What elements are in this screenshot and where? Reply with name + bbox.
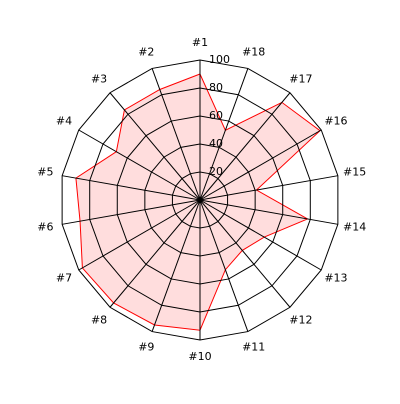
spoke <box>62 175 201 201</box>
spoke <box>78 199 201 271</box>
spoke <box>199 129 322 201</box>
spoke <box>199 175 338 201</box>
category-label: #17 <box>289 73 312 86</box>
category-label: #5 <box>37 166 53 179</box>
spoke <box>199 199 291 308</box>
category-label: #8 <box>91 313 107 326</box>
category-label: #3 <box>91 73 107 86</box>
spoke <box>199 199 249 332</box>
r-tick-label: 60 <box>209 109 223 122</box>
category-label: #16 <box>324 115 347 128</box>
category-label: #1 <box>192 36 208 49</box>
category-label: #9 <box>138 341 154 354</box>
spoke <box>109 92 201 201</box>
category-label: #11 <box>242 341 265 354</box>
category-label: #18 <box>242 45 265 58</box>
r-tick-label: 80 <box>209 81 223 94</box>
spoke <box>62 199 201 225</box>
category-label: #10 <box>188 350 211 363</box>
r-tick-label: 40 <box>209 137 223 150</box>
spoke <box>199 199 338 225</box>
spoke <box>199 68 249 201</box>
category-label: #12 <box>289 313 312 326</box>
category-label: #6 <box>37 220 53 233</box>
spoke <box>151 199 201 332</box>
spoke <box>199 92 291 201</box>
spoke <box>109 199 201 308</box>
category-label: #15 <box>343 166 366 179</box>
category-label: #2 <box>138 45 154 58</box>
category-label: #4 <box>56 115 72 128</box>
r-tick-label: 20 <box>209 165 223 178</box>
category-label: #14 <box>343 220 366 233</box>
spoke <box>199 199 322 271</box>
category-label: #7 <box>56 272 72 285</box>
category-label: #13 <box>324 272 347 285</box>
spoke <box>78 129 201 201</box>
spoke <box>151 68 201 201</box>
r-tick-label: 100 <box>209 53 230 66</box>
